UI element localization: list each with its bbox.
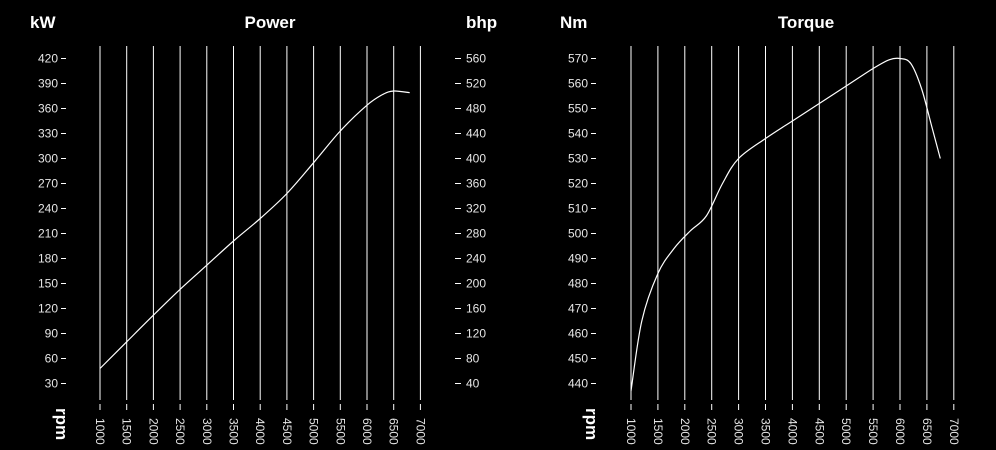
torque-y-tick-label: 450 xyxy=(568,352,588,366)
torque-series-line xyxy=(630,57,941,392)
torque-x-tick-label: 7000 xyxy=(947,418,961,445)
power-y2-tick-label: 80 xyxy=(466,352,480,366)
power-x-tick-label: 5500 xyxy=(333,418,347,445)
power-y2-tick-label: 400 xyxy=(466,152,486,166)
power-y-tick-label: 240 xyxy=(38,202,58,216)
power-x-tick-label: 1500 xyxy=(120,418,134,445)
power-y2-tick-label: 160 xyxy=(466,302,486,316)
power-y-tick-label: 180 xyxy=(38,252,58,266)
torque-series xyxy=(630,57,941,392)
power-x-ticks: 1000 1500 2000 2500 3000 3500 4000 4500 5000 5500… xyxy=(93,404,427,445)
torque-x-tick-label: 3000 xyxy=(732,418,746,445)
torque-y-tick-label: 500 xyxy=(568,227,588,241)
torque-x-tick-label: 2000 xyxy=(678,418,692,445)
power-y2-tick-label: 320 xyxy=(466,202,486,216)
torque-x-tick-label: 5500 xyxy=(866,418,880,445)
power-x-tick-label: 6500 xyxy=(387,418,401,445)
power-x-tick-label: 2500 xyxy=(173,418,187,445)
torque-x-tick-label: 1500 xyxy=(651,418,665,445)
torque-y-tick-label: 570 xyxy=(568,52,588,66)
torque-x-axis-label: rpm xyxy=(582,408,601,440)
power-y-tick-label: 120 xyxy=(38,302,58,316)
torque-x-tick-label: 6500 xyxy=(920,418,934,445)
torque-x-tick-label: 1000 xyxy=(624,418,638,445)
torque-y-tick-label: 460 xyxy=(568,327,588,341)
torque-x-ticks: 1000 1500 2000 2500 3000 3500 4000 4500 5000 5500… xyxy=(624,404,961,445)
power-y2-tick-label: 560 xyxy=(466,52,486,66)
power-y2-ticks: 560 520 480 440 400 360 320 280 240 200 160 120 80 40 xyxy=(455,52,486,391)
power-y-tick-label: 30 xyxy=(45,377,59,391)
torque-x-tick-label: 2500 xyxy=(705,418,719,445)
power-y-axis-label: kW xyxy=(30,13,56,32)
power-x-tick-label: 5000 xyxy=(307,418,321,445)
power-x-tick-label: 7000 xyxy=(413,418,427,445)
power-y2-axis-label: bhp xyxy=(466,13,497,32)
power-y2-tick-label: 120 xyxy=(466,327,486,341)
torque-x-tick-label: 4000 xyxy=(785,418,799,445)
power-x-tick-label: 4000 xyxy=(253,418,267,445)
power-y-tick-label: 420 xyxy=(38,52,58,66)
power-y-tick-label: 60 xyxy=(45,352,59,366)
torque-chart-title: Torque xyxy=(778,13,834,32)
torque-y-tick-label: 550 xyxy=(568,102,588,116)
torque-x-tick-label: 3500 xyxy=(759,418,773,445)
power-y2-tick-label: 480 xyxy=(466,102,486,116)
power-x-tick-label: 2000 xyxy=(146,418,160,445)
torque-y-tick-label: 530 xyxy=(568,152,588,166)
power-x-tick-label: 4500 xyxy=(280,418,294,445)
power-grid xyxy=(99,46,421,400)
power-y2-tick-label: 520 xyxy=(466,77,486,91)
torque-y-tick-label: 480 xyxy=(568,277,588,291)
power-y-tick-label: 300 xyxy=(38,152,58,166)
power-y2-tick-label: 40 xyxy=(466,377,480,391)
power-y-ticks: 420 390 360 330 300 270 240 210 180 150 120 90 60 30 xyxy=(38,52,66,391)
power-x-axis-label: rpm xyxy=(52,408,71,440)
torque-grid xyxy=(630,46,955,400)
torque-y-tick-label: 470 xyxy=(568,302,588,316)
power-y-tick-label: 150 xyxy=(38,277,58,291)
power-y2-tick-label: 240 xyxy=(466,252,486,266)
power-y2-tick-label: 360 xyxy=(466,177,486,191)
power-chart: kW Power bhp rpm 420 390 360 330 300 270 240 21… xyxy=(30,13,497,445)
power-x-tick-label: 3000 xyxy=(200,418,214,445)
torque-y-tick-label: 490 xyxy=(568,252,588,266)
power-y2-tick-label: 280 xyxy=(466,227,486,241)
torque-x-tick-label: 5000 xyxy=(839,418,853,445)
power-x-tick-label: 1000 xyxy=(93,418,107,445)
power-y2-tick-label: 200 xyxy=(466,277,486,291)
power-y-tick-label: 210 xyxy=(38,227,58,241)
torque-y-tick-label: 560 xyxy=(568,77,588,91)
torque-y-axis-label: Nm xyxy=(560,13,587,32)
power-x-tick-label: 3500 xyxy=(227,418,241,445)
power-chart-title: Power xyxy=(244,13,295,32)
power-y2-tick-label: 440 xyxy=(466,127,486,141)
power-series xyxy=(99,90,410,369)
power-x-tick-label: 6000 xyxy=(360,418,374,445)
torque-chart: Nm Torque rpm 570 560 550 540 530 520 510 500 49… xyxy=(560,13,961,445)
power-series-line xyxy=(99,90,410,369)
power-y-tick-label: 90 xyxy=(45,327,59,341)
torque-y-tick-label: 510 xyxy=(568,202,588,216)
power-y-tick-label: 390 xyxy=(38,77,58,91)
torque-x-tick-label: 6000 xyxy=(893,418,907,445)
torque-x-tick-label: 4500 xyxy=(812,418,826,445)
torque-y-tick-label: 540 xyxy=(568,127,588,141)
power-y-tick-label: 360 xyxy=(38,102,58,116)
power-y-tick-label: 330 xyxy=(38,127,58,141)
torque-y-tick-label: 440 xyxy=(568,377,588,391)
torque-y-tick-label: 520 xyxy=(568,177,588,191)
torque-y-ticks: 570 560 550 540 530 520 510 500 490 480 470 460 450 4… xyxy=(568,52,596,391)
power-y-tick-label: 270 xyxy=(38,177,58,191)
